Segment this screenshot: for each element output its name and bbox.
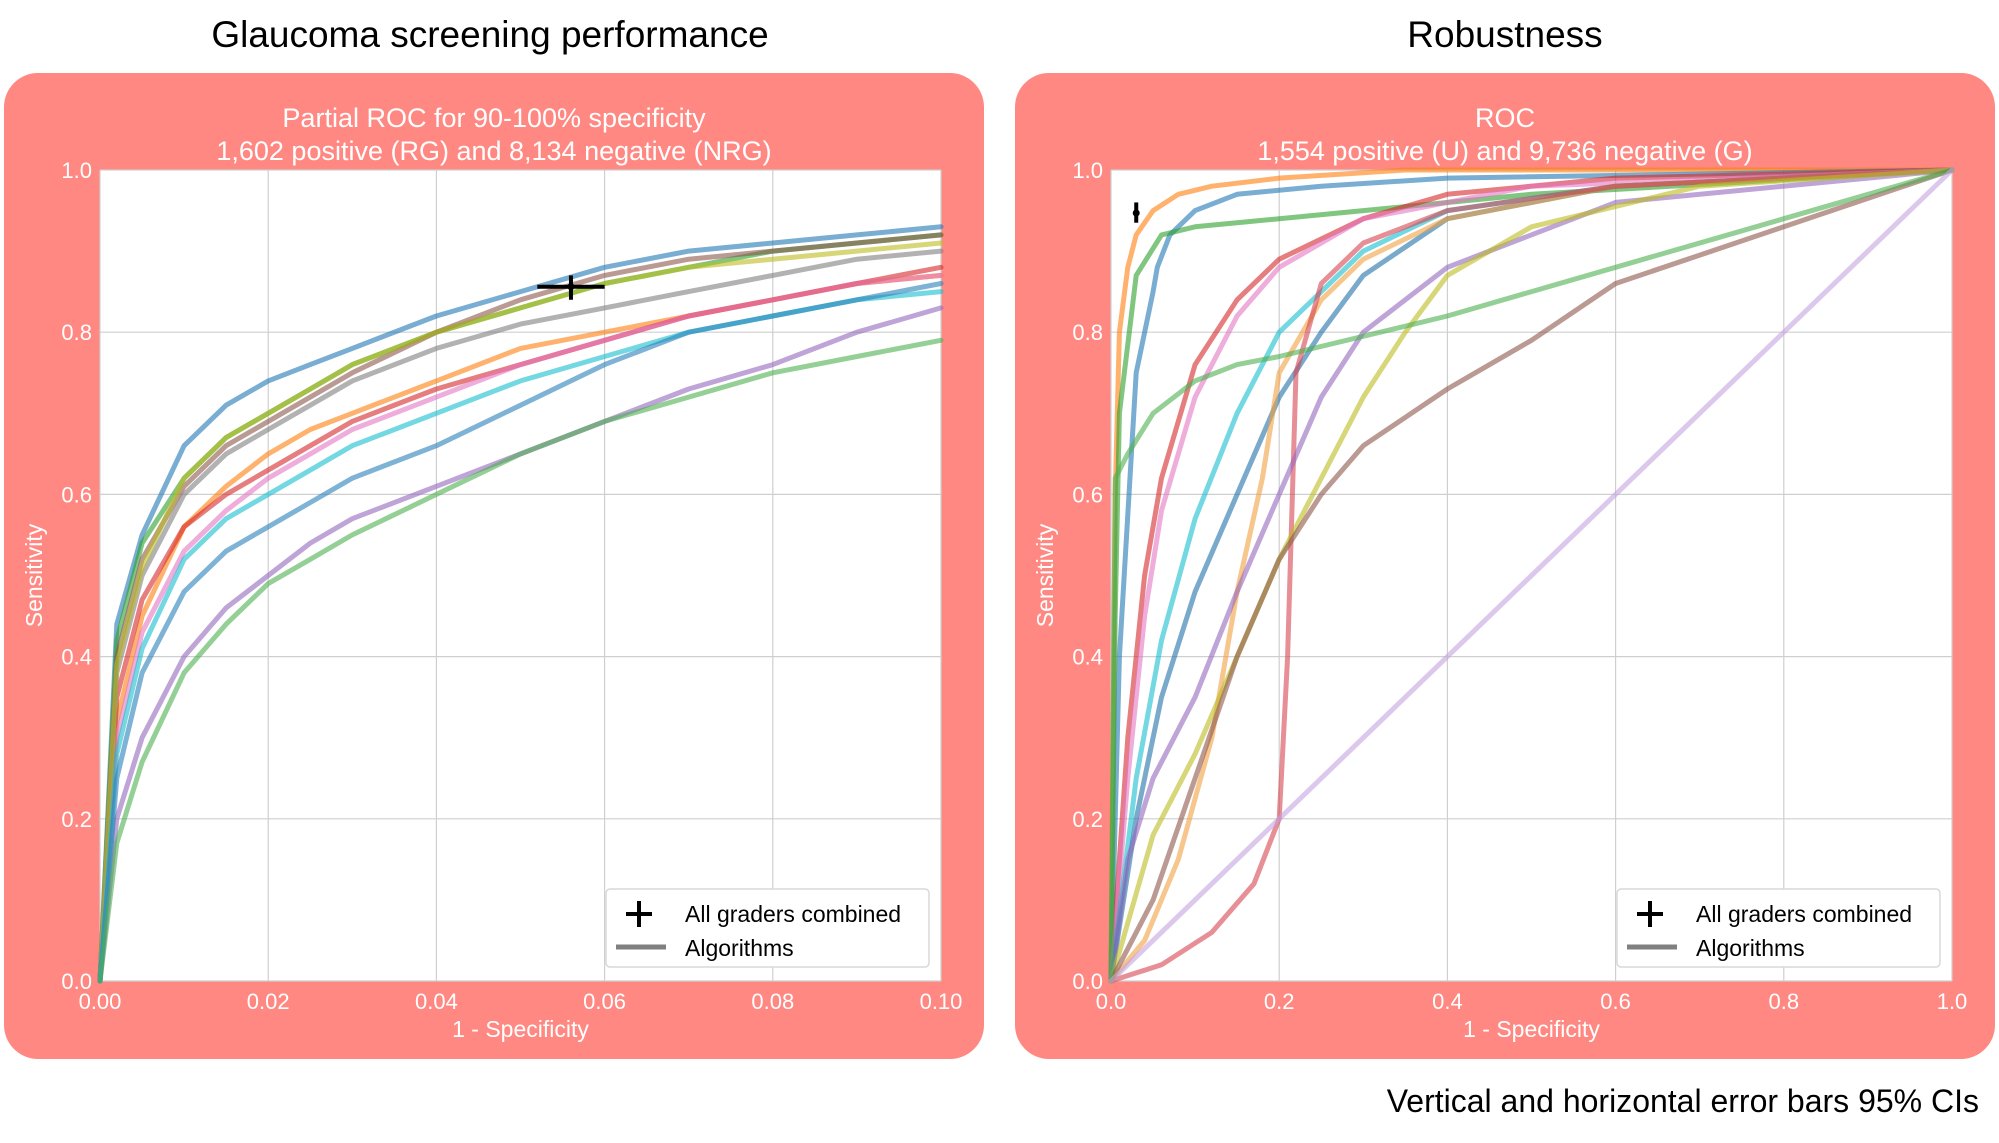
x-tick-label: 0.6 bbox=[1600, 989, 1631, 1014]
graders-point bbox=[1132, 209, 1140, 217]
y-tick-label: 0.8 bbox=[61, 320, 92, 345]
algorithm-roc-curve bbox=[97, 281, 944, 984]
y-tick-label: 0.6 bbox=[61, 482, 92, 507]
algorithm-roc-curve bbox=[1108, 167, 1955, 984]
algorithm-roc-curve bbox=[97, 224, 944, 984]
y-tick-label: 0.0 bbox=[1072, 969, 1103, 994]
algorithm-roc-curve bbox=[97, 248, 944, 984]
algorithm-roc-curve bbox=[1108, 167, 1955, 984]
x-tick-label: 0.2 bbox=[1264, 989, 1295, 1014]
x-tick-label: 0.8 bbox=[1769, 989, 1800, 1014]
algorithm-roc-curve bbox=[1108, 167, 1955, 984]
y-axis-label: Sensitivity bbox=[21, 523, 47, 627]
x-tick-label: 0.10 bbox=[920, 989, 963, 1014]
graders-point bbox=[567, 283, 575, 291]
algorithm-roc-curve bbox=[97, 240, 944, 984]
legend-box bbox=[1616, 888, 1941, 968]
series-group bbox=[1108, 167, 1955, 984]
algorithm-roc-curve bbox=[97, 272, 944, 984]
legend-algorithms-label: Algorithms bbox=[1696, 935, 1805, 961]
y-tick-label: 0.0 bbox=[61, 969, 92, 994]
x-tick-label: 0.04 bbox=[415, 989, 458, 1014]
full-roc-chart: 0.0 0.2 0.4 0.6 0.8 1.0 0.0 0.2 0.4 0.6 0.8 1.0 1 - … bbox=[1032, 158, 1968, 1042]
y-tick-label: 1.0 bbox=[61, 158, 92, 183]
plot-area bbox=[100, 170, 941, 981]
algorithm-roc-curve bbox=[1108, 167, 1955, 984]
left-chart-panel: Partial ROC for 90-100% specificity 1,60… bbox=[4, 73, 984, 1059]
algorithm-roc-curve bbox=[1108, 167, 1955, 984]
chart-subtitle: 1,554 positive (U) and 9,736 negative (G… bbox=[1257, 136, 1753, 166]
x-tick-label: 0.4 bbox=[1432, 989, 1463, 1014]
chart-subtitle: 1,602 positive (RG) and 8,134 negative (… bbox=[216, 136, 772, 166]
y-tick-label: 0.2 bbox=[1072, 807, 1103, 832]
x-axis-label: 1 - Specificity bbox=[452, 1016, 589, 1042]
legend-box bbox=[605, 888, 930, 968]
left-figure-heading: Glaucoma screening performance bbox=[211, 14, 769, 55]
algorithm-roc-curve bbox=[1108, 167, 1955, 984]
x-tick-label: 0.02 bbox=[247, 989, 290, 1014]
y-tick-label: 0.6 bbox=[1072, 482, 1103, 507]
x-tick-label: 0.0 bbox=[1096, 989, 1127, 1014]
legend-graders-label: All graders combined bbox=[685, 901, 901, 927]
legend-algorithms-label: Algorithms bbox=[685, 935, 794, 961]
partial-roc-chart: 0.00 0.02 0.04 0.06 0.08 0.10 0.0 0.2 0.4 0.6 0.8 1… bbox=[21, 158, 963, 1042]
chart-title: ROC bbox=[1475, 103, 1535, 133]
algorithm-roc-curve bbox=[97, 305, 944, 984]
algorithm-roc-curve bbox=[1108, 167, 1955, 984]
x-axis-label: 1 - Specificity bbox=[1463, 1016, 1600, 1042]
y-axis-label: Sensitivity bbox=[1032, 523, 1058, 627]
x-tick-label: 0.00 bbox=[79, 989, 122, 1014]
y-tick-label: 0.2 bbox=[61, 807, 92, 832]
algorithm-roc-curve bbox=[1108, 167, 1955, 984]
algorithm-roc-curve bbox=[97, 337, 944, 984]
y-tick-label: 0.8 bbox=[1072, 320, 1103, 345]
chart-title: Partial ROC for 90-100% specificity bbox=[282, 103, 706, 133]
right-chart-panel: ROC 1,554 positive (U) and 9,736 negativ… bbox=[1015, 73, 1995, 1059]
x-tick-label: 0.08 bbox=[751, 989, 794, 1014]
right-figure-heading: Robustness bbox=[1407, 14, 1603, 55]
legend-graders-label: All graders combined bbox=[1696, 901, 1912, 927]
algorithm-roc-curve bbox=[1108, 167, 1955, 984]
x-tick-label: 1.0 bbox=[1937, 989, 1968, 1014]
series-group bbox=[97, 224, 944, 984]
x-tick-label: 0.06 bbox=[583, 989, 626, 1014]
error-bar-footnote: Vertical and horizontal error bars 95% C… bbox=[1386, 1083, 1979, 1119]
y-tick-label: 0.4 bbox=[1072, 645, 1103, 670]
y-tick-label: 1.0 bbox=[1072, 158, 1103, 183]
y-tick-label: 0.4 bbox=[61, 645, 92, 670]
